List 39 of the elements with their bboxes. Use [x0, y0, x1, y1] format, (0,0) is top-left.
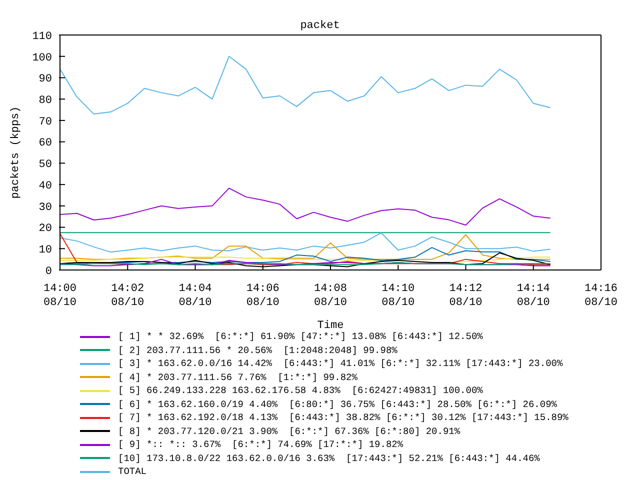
x-axis-title: Time: [317, 320, 344, 332]
x-tick-label: 14:00 08/10: [43, 282, 77, 310]
legend-label: [ 5] 66.249.133.228 163.62.176.58 4.83% [6:62427:49831] 100.00%: [118, 385, 484, 396]
y-tick-label: 110: [32, 30, 52, 43]
chart-title: packet: [300, 20, 340, 32]
y-tick-label: 70: [38, 116, 52, 128]
legend-label: [ 2] 203.77.111.56 * 20.56% [1:2048:2048] 99.98%: [118, 344, 398, 356]
line-series: [60, 56, 551, 115]
x-tick-label: 14:04 08/10: [178, 282, 212, 310]
x-tick-label: 14:06 08/10: [246, 282, 280, 310]
legend-label: [ 4] * 203.77.111.56 7.76% [1:*:*] 99.82%: [118, 372, 358, 383]
y-tick-label: 30: [38, 202, 52, 214]
y-tick-label: 90: [38, 74, 52, 86]
legend-label: TOTAL: [118, 466, 148, 478]
line-series: [60, 188, 551, 226]
x-tick-label: 14:08 08/10: [314, 282, 348, 310]
line-series: [60, 232, 551, 253]
y-axis-title: packets (kpps): [10, 106, 22, 199]
legend-label: [ 9] *:: *:: 3.67% [6:*:*] 74.69% [17:*:*] 19.82%: [118, 439, 404, 450]
y-tick-label: 20: [38, 223, 52, 236]
x-tick-label: 14:14 08/10: [516, 282, 550, 310]
y-tick-label: 60: [38, 138, 52, 150]
legend-label: [ 7] * 163.62.192.0/18 4.13% [6:443:*] 38.82% [6:*:*] 30.12% [17:443:*] 15.89%: [118, 412, 570, 424]
y-tick-label: 40: [38, 180, 52, 192]
legend-label: [10] 173.10.8.0/22 163.62.0.0/16 3.63% [17:443:*] 52.21% [6:443:*] 44.46%: [118, 452, 541, 464]
legend-label: [ 3] * 163.62.0.0/16 14.42% [6:443:*] 41.01% [6:*:*] 32.11% [17:443:*] 23.00%: [118, 358, 564, 370]
y-tick-label: 50: [38, 159, 52, 172]
legend-label: [ 8] * 203.77.120.0/21 3.90% [6:*:*] 67.36% [6:*:80] 20.91%: [118, 426, 462, 437]
y-tick-label: 100: [32, 52, 52, 64]
y-tick-label: 10: [38, 244, 52, 257]
x-tick-label: 14:16 08/10: [584, 282, 618, 310]
y-tick-label: 80: [38, 94, 52, 107]
y-tick-label: 0: [45, 266, 52, 278]
legend-label: [ 6] * 163.62.160.0/19 4.40% [6:80:*] 36.75% [6:443:*] 28.50% [6:*:*] 26.09%: [118, 398, 558, 410]
line-series: [60, 252, 551, 268]
x-tick-label: 14:12 08/10: [449, 282, 482, 310]
x-tick-label: 14:02 08/10: [111, 282, 144, 310]
legend-label: [ 1] * * 32.69% [6:*:*] 61.90% [47:*:*] 13.08% [6:443:*] 12.50%: [118, 331, 484, 342]
x-tick-label: 14:10 08/10: [382, 282, 415, 310]
